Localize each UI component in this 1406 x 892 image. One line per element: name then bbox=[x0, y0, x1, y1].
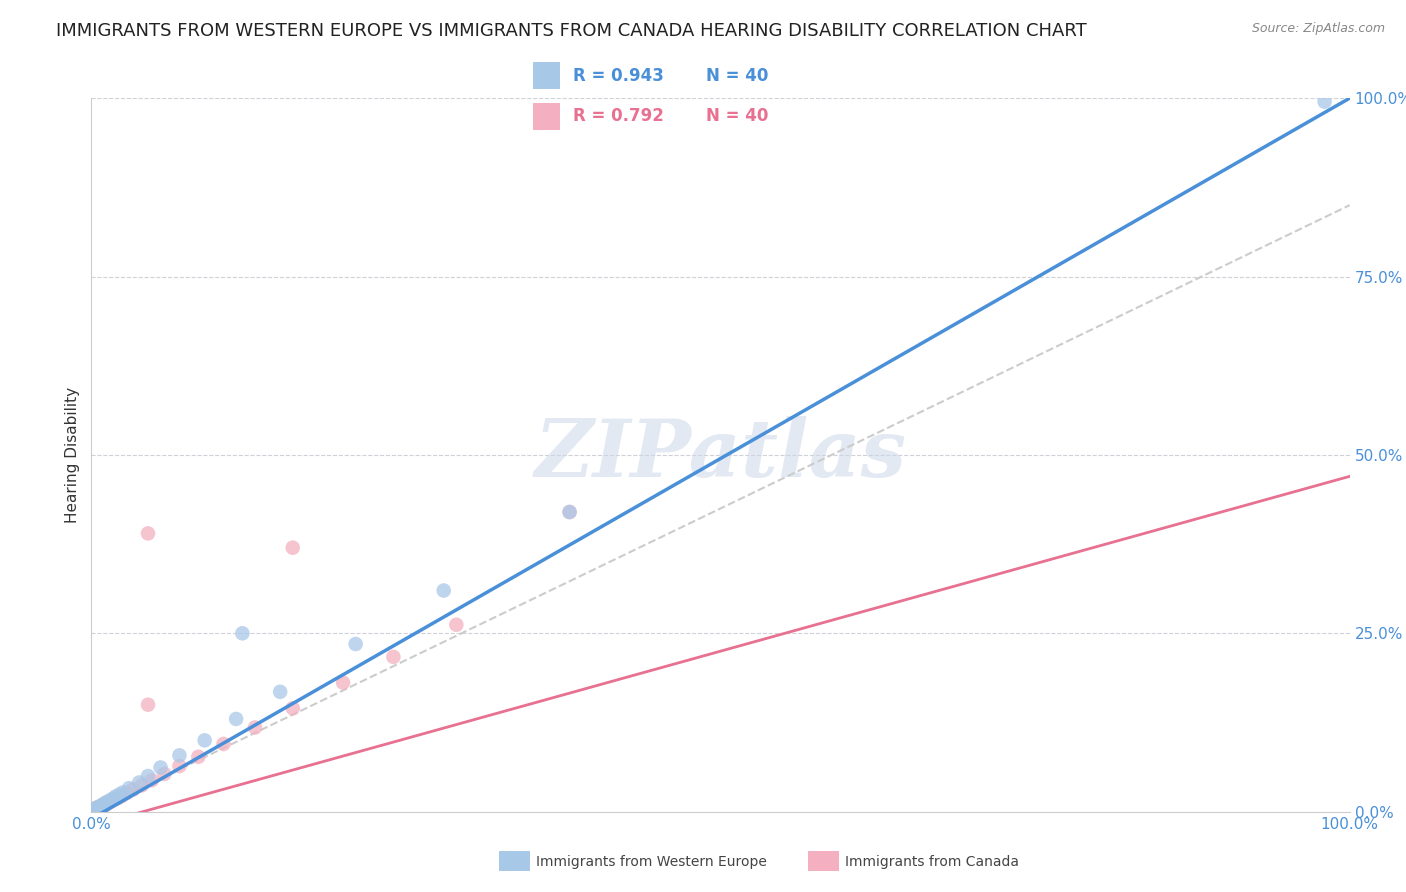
Point bbox=[86, 802, 108, 816]
Text: N = 40: N = 40 bbox=[706, 68, 768, 86]
FancyBboxPatch shape bbox=[533, 62, 561, 89]
Point bbox=[169, 759, 191, 773]
Point bbox=[107, 791, 129, 805]
Point bbox=[98, 793, 121, 807]
Point bbox=[212, 737, 235, 751]
Point bbox=[243, 721, 266, 735]
Point bbox=[128, 775, 150, 789]
Text: Source: ZipAtlas.com: Source: ZipAtlas.com bbox=[1251, 22, 1385, 36]
Point bbox=[332, 675, 354, 690]
Text: IMMIGRANTS FROM WESTERN EUROPE VS IMMIGRANTS FROM CANADA HEARING DISABILITY CORR: IMMIGRANTS FROM WESTERN EUROPE VS IMMIGR… bbox=[56, 22, 1087, 40]
Point bbox=[136, 526, 159, 541]
Point bbox=[86, 801, 108, 815]
Point bbox=[90, 799, 112, 814]
Point bbox=[87, 799, 110, 814]
Point bbox=[86, 803, 108, 817]
Point bbox=[84, 803, 107, 817]
Point bbox=[382, 649, 405, 664]
Point bbox=[225, 712, 247, 726]
Point bbox=[1313, 95, 1336, 109]
Point bbox=[103, 792, 125, 806]
Point bbox=[91, 798, 114, 813]
Point bbox=[110, 789, 132, 803]
Point bbox=[83, 804, 105, 818]
Point bbox=[84, 803, 107, 817]
Point bbox=[84, 803, 107, 817]
Point bbox=[136, 769, 159, 783]
Point bbox=[118, 781, 141, 796]
Point bbox=[84, 802, 107, 816]
Point bbox=[91, 799, 114, 814]
Point bbox=[87, 801, 110, 815]
Point bbox=[89, 799, 111, 814]
Text: ZIPatlas: ZIPatlas bbox=[534, 417, 907, 493]
Point bbox=[89, 800, 111, 814]
Point bbox=[86, 800, 108, 814]
Point bbox=[433, 583, 456, 598]
Point bbox=[558, 505, 581, 519]
Point bbox=[93, 797, 115, 811]
Point bbox=[96, 797, 118, 811]
Point bbox=[122, 782, 145, 797]
Point bbox=[90, 799, 112, 814]
Point bbox=[82, 803, 104, 817]
Point bbox=[86, 802, 108, 816]
Point bbox=[231, 626, 253, 640]
Point bbox=[344, 637, 367, 651]
Point bbox=[281, 541, 304, 555]
Point bbox=[89, 800, 111, 814]
Point bbox=[86, 803, 108, 817]
Point bbox=[108, 788, 131, 802]
Point bbox=[83, 803, 105, 817]
Point bbox=[115, 786, 138, 800]
Point bbox=[83, 804, 105, 818]
Text: N = 40: N = 40 bbox=[706, 107, 768, 125]
Text: R = 0.792: R = 0.792 bbox=[572, 107, 664, 125]
Point bbox=[90, 798, 112, 813]
Text: Immigrants from Western Europe: Immigrants from Western Europe bbox=[536, 855, 766, 869]
Point bbox=[187, 749, 209, 764]
Point bbox=[86, 800, 108, 814]
Point bbox=[141, 773, 163, 788]
Text: Immigrants from Canada: Immigrants from Canada bbox=[845, 855, 1019, 869]
FancyBboxPatch shape bbox=[533, 103, 561, 130]
Point bbox=[97, 795, 120, 809]
Point bbox=[82, 803, 104, 817]
Point bbox=[194, 733, 217, 747]
Point bbox=[84, 803, 107, 817]
Point bbox=[93, 798, 115, 813]
Point bbox=[83, 802, 105, 816]
Point bbox=[93, 799, 115, 814]
Point bbox=[94, 796, 117, 810]
Point bbox=[169, 748, 191, 763]
Point bbox=[104, 789, 127, 804]
Point bbox=[111, 785, 134, 799]
Point bbox=[136, 698, 159, 712]
Point bbox=[446, 617, 468, 632]
Point bbox=[281, 701, 304, 715]
Point bbox=[269, 685, 291, 699]
Point bbox=[96, 796, 118, 810]
Point bbox=[87, 801, 110, 815]
Point bbox=[100, 794, 122, 808]
Point bbox=[98, 796, 121, 810]
Point bbox=[86, 801, 108, 815]
Text: R = 0.943: R = 0.943 bbox=[572, 68, 664, 86]
Point bbox=[101, 792, 124, 806]
Y-axis label: Hearing Disability: Hearing Disability bbox=[65, 387, 80, 523]
Point bbox=[94, 797, 117, 812]
Point bbox=[153, 767, 176, 781]
Point bbox=[86, 801, 108, 815]
Point bbox=[91, 799, 114, 814]
Point bbox=[558, 505, 581, 519]
Point bbox=[149, 760, 172, 774]
Point bbox=[131, 778, 153, 792]
